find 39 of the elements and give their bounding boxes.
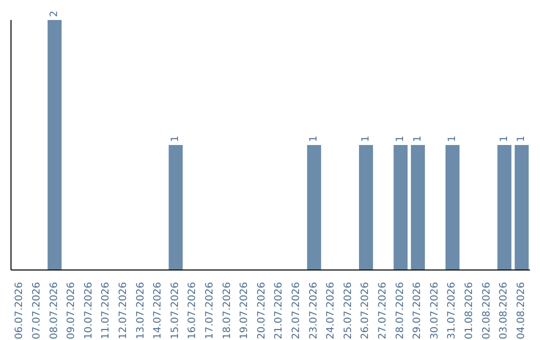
x-tick-label: 18.07.2026 <box>222 282 233 340</box>
data-label: 1 <box>395 136 406 142</box>
x-tick-label: 03.08.2026 <box>498 282 510 340</box>
data-label: 2 <box>49 10 60 17</box>
x-tick-label: 28.07.2026 <box>394 282 406 340</box>
data-label: 1 <box>360 136 372 142</box>
x-tick-label: 31.07.2026 <box>446 282 458 340</box>
x-tick-label: 19.07.2026 <box>239 282 250 340</box>
x-tick-label: 04.08.2026 <box>516 282 527 340</box>
data-label: 1 <box>516 136 528 142</box>
x-tick-label: 24.07.2026 <box>326 282 337 340</box>
x-tick-label: 14.07.2026 <box>152 282 164 340</box>
x-tick-label: 30.07.2026 <box>429 282 440 340</box>
x-tick-label: 08.07.2026 <box>48 282 60 340</box>
data-label: 1 <box>447 136 458 142</box>
x-tick-label: 23.07.2026 <box>308 282 320 340</box>
data-label: 1 <box>308 136 320 142</box>
x-tick-label: 27.07.2026 <box>377 282 388 340</box>
x-tick-label: 02.08.2026 <box>481 282 492 340</box>
data-label: 1 <box>412 136 424 142</box>
x-tick-label: 06.07.2026 <box>14 282 26 340</box>
x-tick-label: 17.07.2026 <box>204 282 216 340</box>
x-tick-label: 11.07.2026 <box>100 282 112 340</box>
x-tick-label: 15.07.2026 <box>170 282 181 340</box>
x-tick-label: 22.07.2026 <box>290 282 302 340</box>
x-tick-label: 26.07.2026 <box>360 282 372 340</box>
x-tick-label: 12.07.2026 <box>118 282 129 340</box>
data-label: 1 <box>498 136 510 142</box>
x-tick-label: 07.07.2026 <box>31 282 42 340</box>
x-tick-label: 21.07.2026 <box>274 282 285 340</box>
x-tick-label: 25.07.2026 <box>342 282 354 340</box>
x-tick-label: 01.08.2026 <box>464 282 475 340</box>
data-label: 1 <box>170 136 182 142</box>
x-tick-label: 13.07.2026 <box>135 282 146 340</box>
x-tick-label: 20.07.2026 <box>256 282 268 340</box>
x-tick-label: 29.07.2026 <box>412 282 424 340</box>
x-tick-label: 09.07.2026 <box>66 282 78 340</box>
x-tick-label: 16.07.2026 <box>187 282 198 340</box>
x-tick-label: 10.07.2026 <box>83 282 94 340</box>
